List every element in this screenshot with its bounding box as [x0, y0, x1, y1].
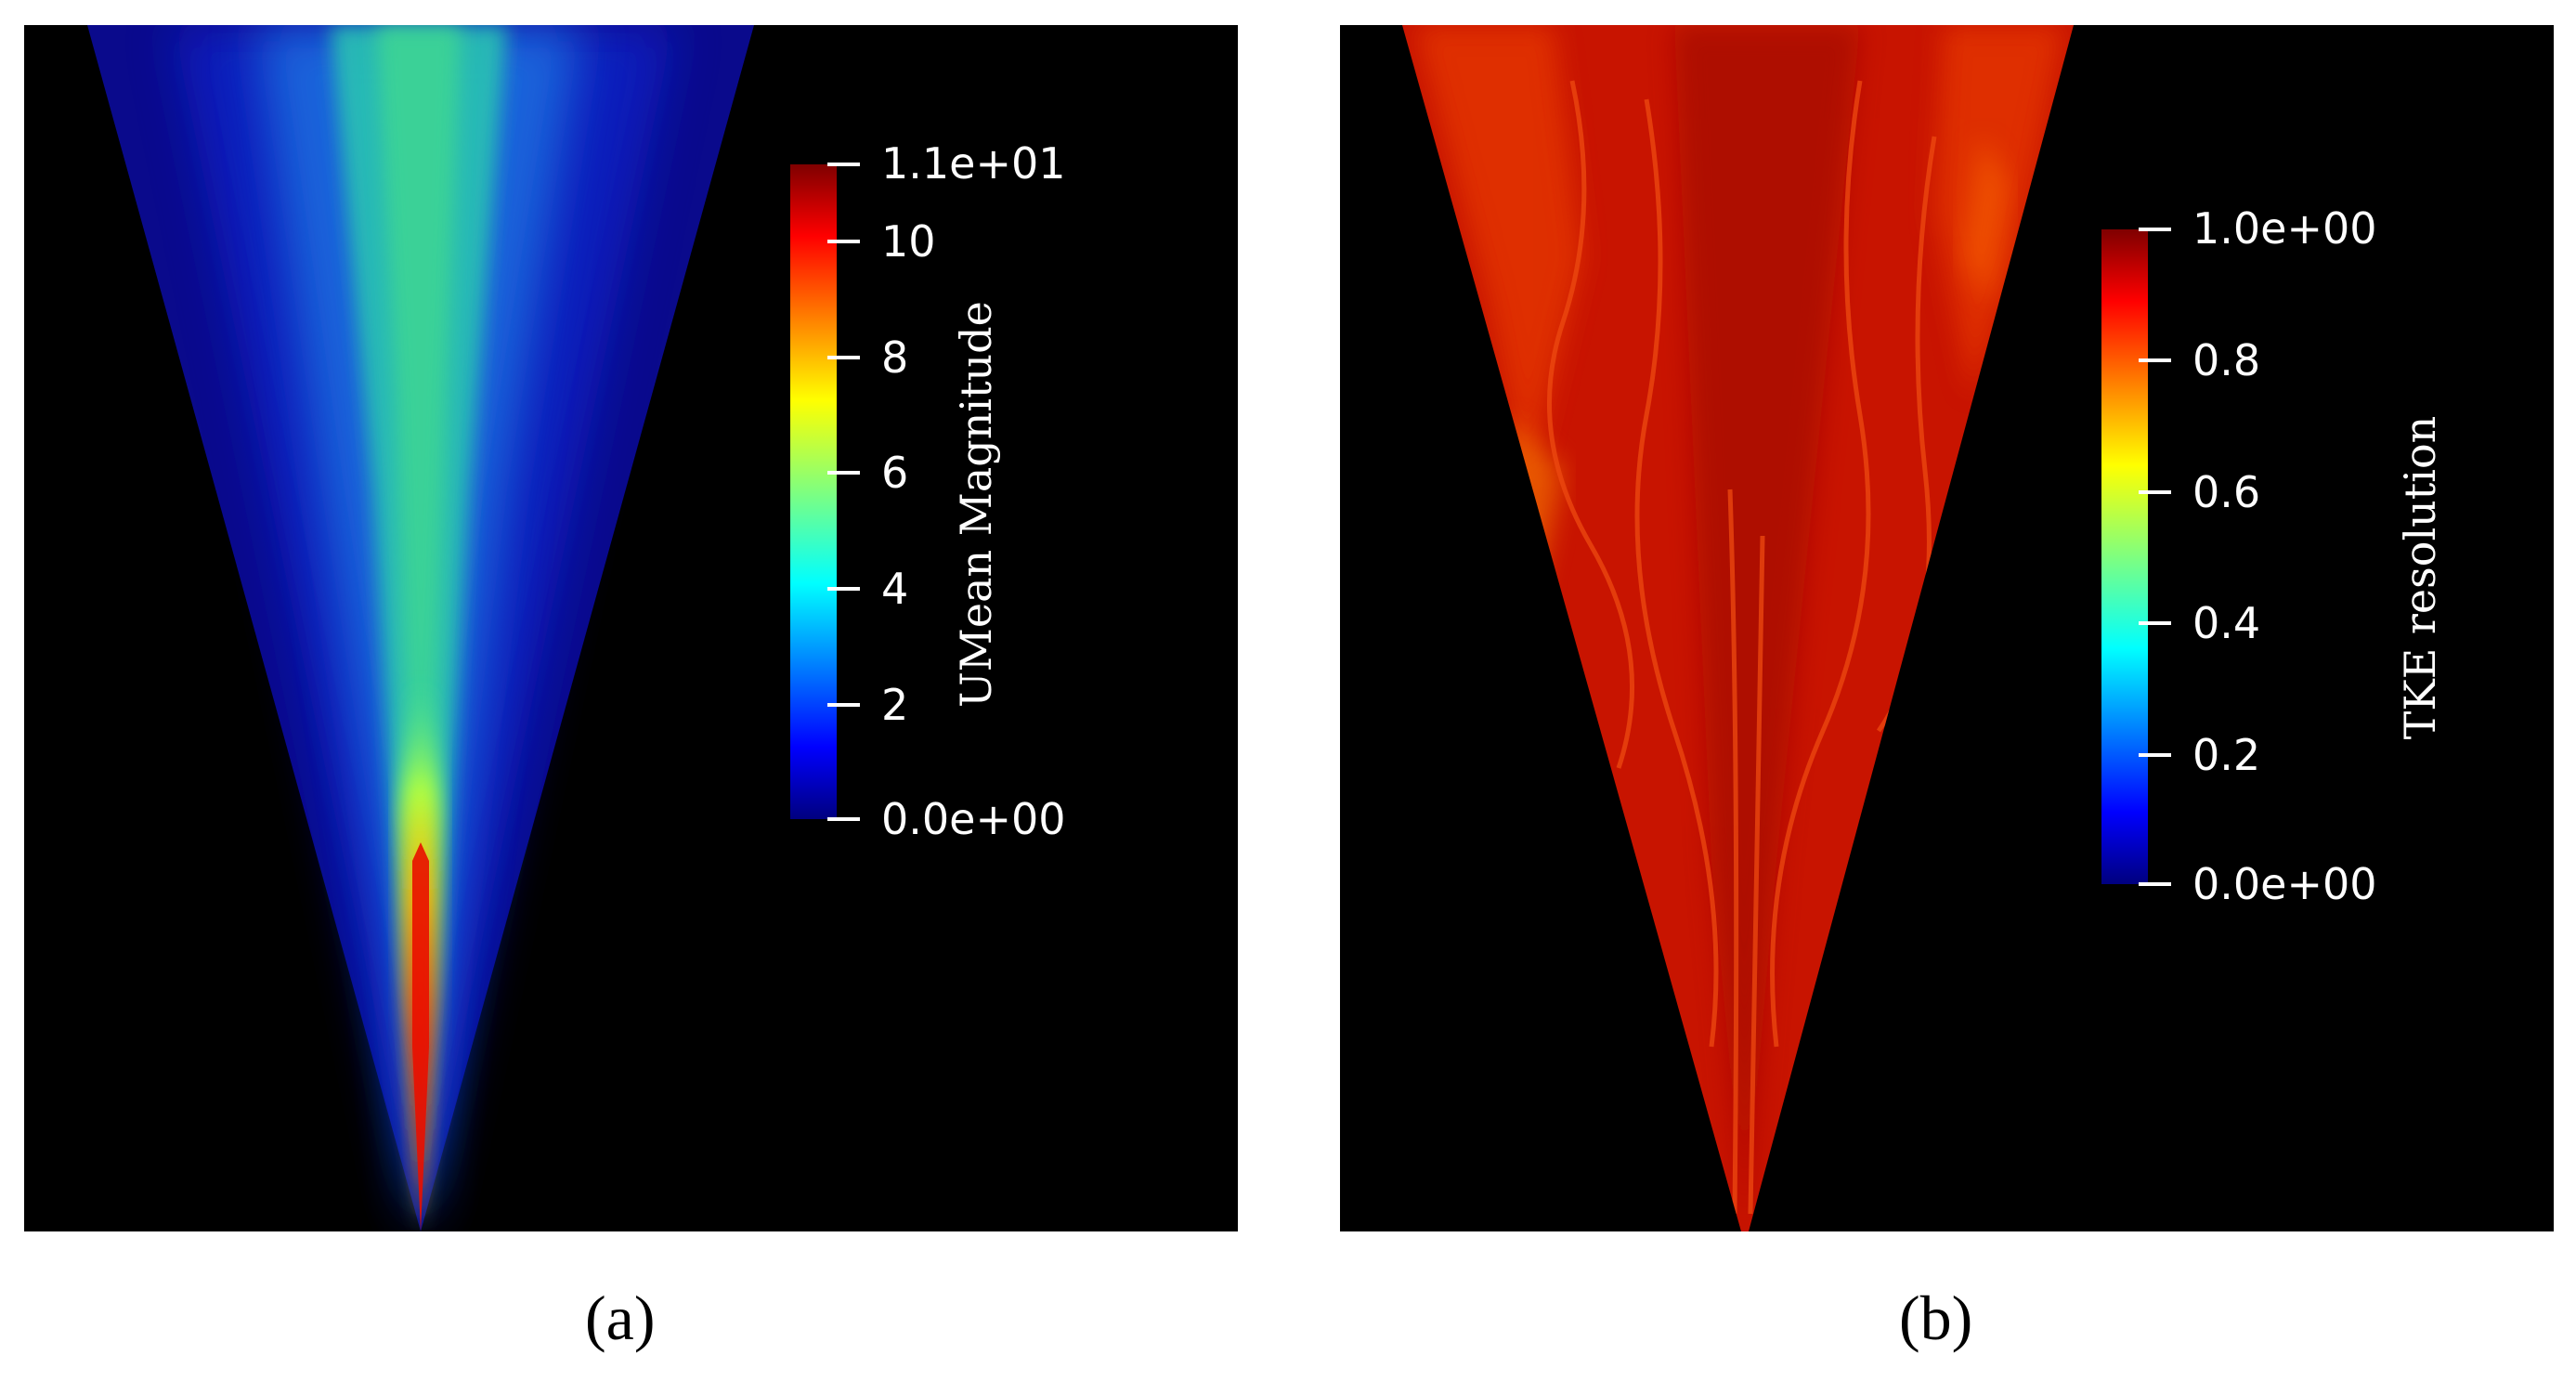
colorbar-a-tick-label: 8 — [881, 332, 909, 383]
colorbar-b-tick-label: 0.6 — [2192, 467, 2261, 517]
colorbar-a — [790, 164, 837, 819]
colorbar-b-ticks — [2139, 228, 2171, 886]
colorbar-a-tick-label: 6 — [881, 448, 909, 498]
colorbar-a-min-label: 0.0e+00 — [881, 794, 1066, 844]
panel-b-tke-resolution: 1.0e+00 0.8 0.6 0.4 0.2 0.0e+00 TKE reso… — [1340, 25, 2554, 1231]
colorbar-b-title: TKE resolution — [2395, 415, 2445, 740]
colorbar-b-tick-label: 0.2 — [2192, 730, 2261, 780]
colorbar-b — [2101, 229, 2148, 884]
caption-b: (b) — [1899, 1283, 1973, 1353]
panel-a-umean-magnitude: 1.1e+01 10 8 6 4 2 0.0e+00 UMean Magnitu… — [24, 25, 1238, 1231]
colorbar-a-tick-label: 4 — [881, 564, 909, 614]
colorbar-b-tick-label: 0.8 — [2192, 335, 2261, 385]
umean-field-plot — [87, 25, 860, 1231]
colorbar-b-tick-label: 0.4 — [2192, 598, 2261, 648]
tke-field-plot — [1402, 25, 2171, 1231]
caption-a: (a) — [585, 1283, 656, 1353]
colorbar-b-min-label: 0.0e+00 — [2192, 859, 2377, 909]
colorbar-a-tick-label: 2 — [881, 680, 909, 730]
colorbar-b-max-label: 1.0e+00 — [2192, 203, 2377, 254]
colorbar-a-ticks — [827, 163, 860, 821]
colorbar-a-max-label: 1.1e+01 — [881, 138, 1066, 189]
colorbar-a-tick-label: 10 — [881, 216, 936, 267]
colorbar-a-title: UMean Magnitude — [951, 301, 1001, 708]
